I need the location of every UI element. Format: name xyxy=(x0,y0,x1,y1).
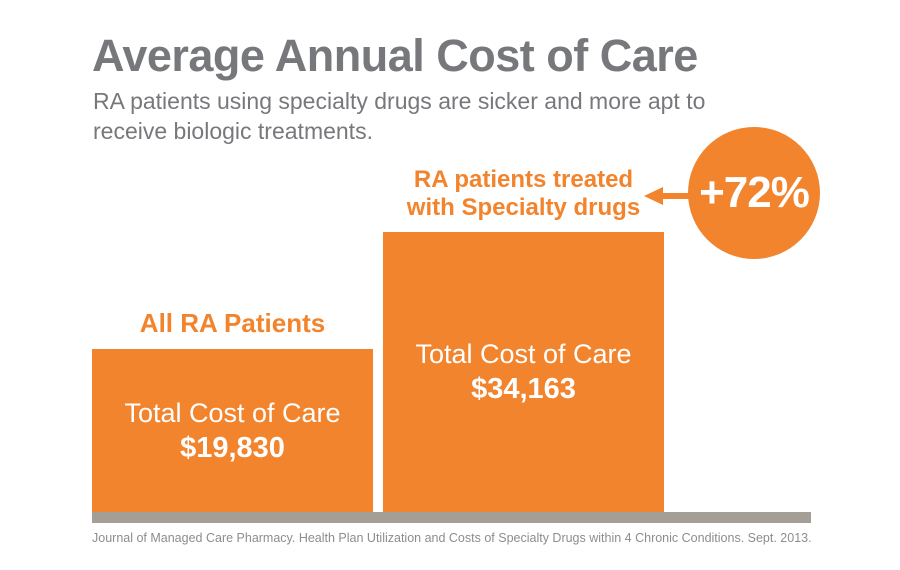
left-arrow-icon-shaft xyxy=(661,193,697,199)
chart-baseline xyxy=(92,512,811,523)
bar-value-specialty-drugs: $34,163 xyxy=(471,373,576,405)
bar-inner-label: Total Cost of Care xyxy=(124,397,341,428)
page-title: Average Annual Cost of Care xyxy=(92,30,698,81)
category-label-all-ra-patients: All RA Patients xyxy=(139,308,326,338)
page-subtitle-line-1: RA patients using specialty drugs are si… xyxy=(93,88,706,114)
percent-increase-badge: +72% xyxy=(688,127,820,259)
bar-value-all-ra-patients: $19,830 xyxy=(180,431,285,464)
page-subtitle: RA patients using specialty drugs are si… xyxy=(93,86,705,146)
bar-specialty-drugs: Total Cost of Care $34,163 xyxy=(383,232,664,512)
bar-inner-label: Total Cost of Care xyxy=(415,339,632,369)
left-arrow-icon xyxy=(644,187,663,205)
page-subtitle-line-2: receive biologic treatments. xyxy=(93,118,373,144)
category-label-specialty-drugs: RA patients treated with Specialty drugs xyxy=(368,166,679,222)
bar-all-ra-patients: Total Cost of Care $19,830 xyxy=(92,349,373,512)
source-citation: Journal of Managed Care Pharmacy. Health… xyxy=(92,531,812,545)
category-label-specialty-line-2: with Specialty drugs xyxy=(406,194,641,221)
category-label-specialty-line-1: RA patients treated xyxy=(413,166,634,193)
